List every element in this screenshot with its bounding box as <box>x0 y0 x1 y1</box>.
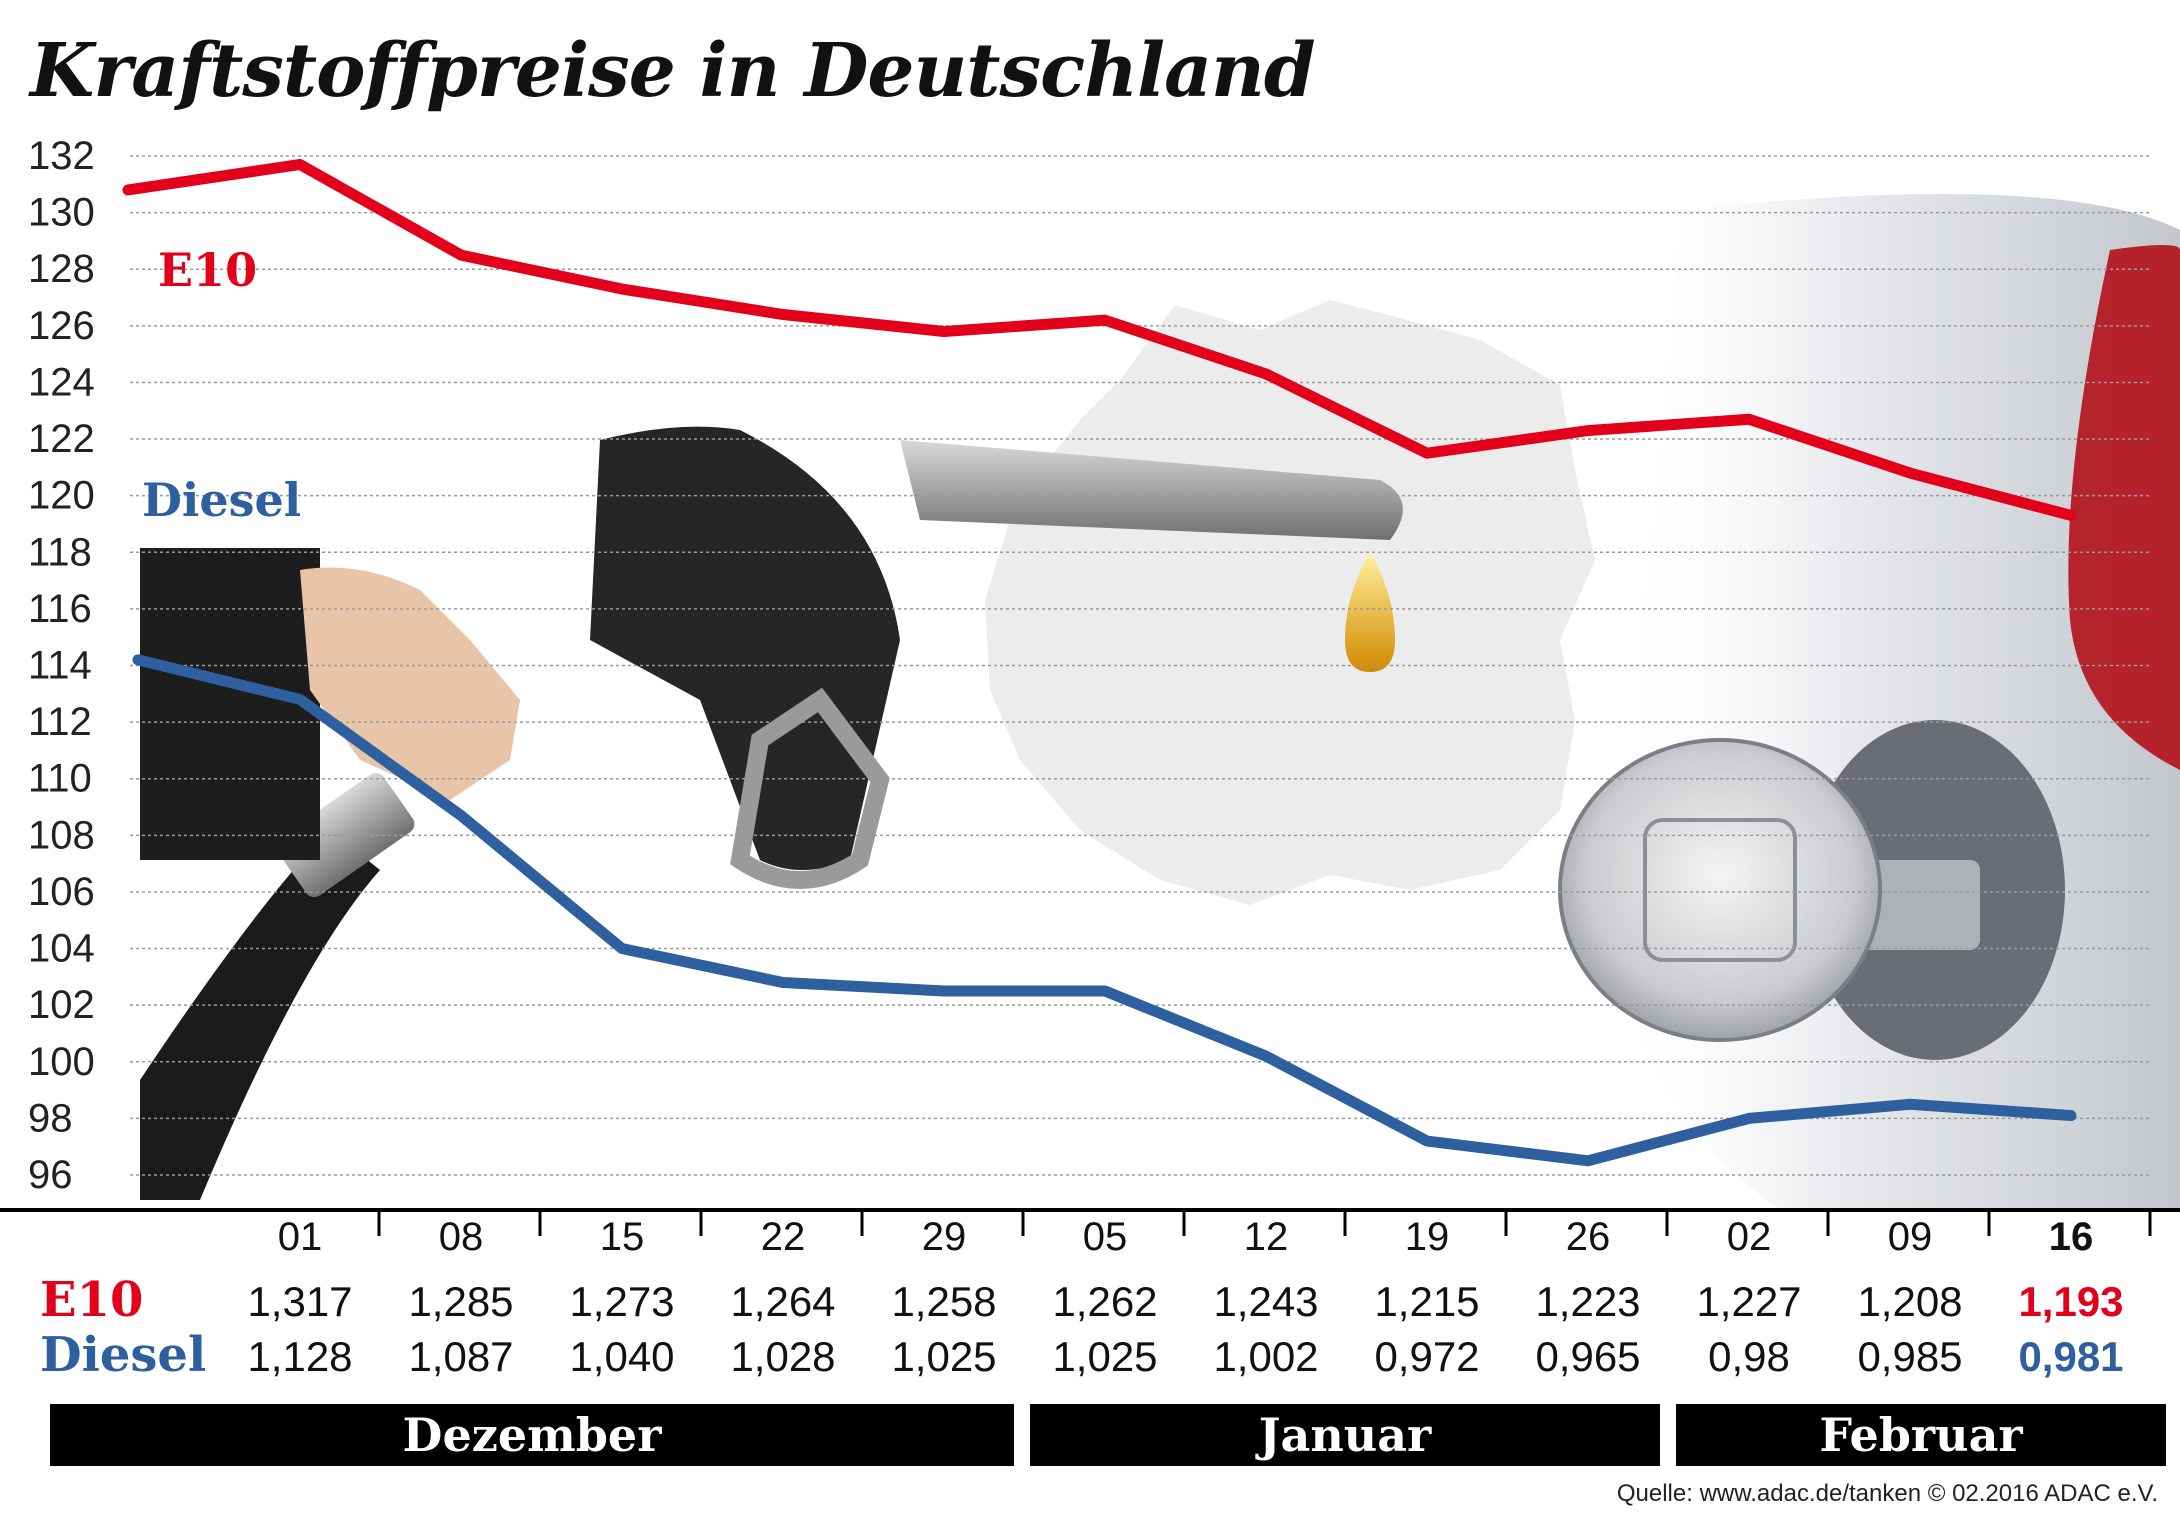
month-bar-januar: Januar <box>1030 1404 1660 1466</box>
y-tick-label: 118 <box>28 530 92 574</box>
y-tick-label: 122 <box>28 417 95 461</box>
series-lines <box>122 158 2077 1167</box>
x-tick-label: 19 <box>1405 1215 1450 1259</box>
table-cell-e10: 1,317 <box>247 1278 352 1325</box>
table-cell-e10: 1,215 <box>1374 1278 1479 1325</box>
y-tick-label: 108 <box>28 813 95 857</box>
x-tick-label: 29 <box>922 1215 967 1259</box>
y-tick-label: 124 <box>28 360 95 404</box>
y-tick-label: 128 <box>28 247 95 291</box>
table-cell-diesel: 1,040 <box>569 1333 674 1380</box>
x-tick-label: 02 <box>1727 1215 1772 1259</box>
x-axis-ticks: 01 08 15 22 29 05 12 19 26 02 09 16 <box>278 1210 2152 1259</box>
y-tick-label: 132 <box>28 134 95 178</box>
x-tick-label: 08 <box>439 1215 484 1259</box>
car-fuel-cap-illustration <box>1558 194 2180 1210</box>
table-cell-diesel: 1,002 <box>1213 1333 1318 1380</box>
table-row-label-diesel: Diesel <box>40 1327 206 1383</box>
legend-label-e10: E10 <box>158 243 257 297</box>
y-tick-label: 104 <box>28 927 95 971</box>
month-bar-februar: Februar <box>1676 1404 2166 1466</box>
table-row-label-e10: E10 <box>40 1272 143 1328</box>
x-tick-label: 22 <box>761 1215 806 1259</box>
y-tick-label: 112 <box>28 700 92 744</box>
y-tick-label: 96 <box>28 1153 73 1197</box>
table-cell-diesel: 1,028 <box>730 1333 835 1380</box>
y-axis-ticks: 132 130 128 126 124 122 120 118 116 114 112 110 108 1… <box>28 134 95 1197</box>
table-cell-diesel: 1,128 <box>247 1333 352 1380</box>
table-cell-e10: 1,193 <box>2018 1278 2123 1325</box>
y-tick-label: 102 <box>28 983 95 1027</box>
y-tick-label: 110 <box>28 757 92 801</box>
fuel-drop-icon <box>1345 552 1395 672</box>
y-tick-label: 116 <box>28 587 92 631</box>
table-cell-e10: 1,227 <box>1696 1278 1801 1325</box>
table-cell-e10: 1,285 <box>408 1278 513 1325</box>
y-tick-label: 130 <box>28 191 95 235</box>
table-cell-diesel: 0,965 <box>1535 1333 1640 1380</box>
chart-title: Kraftstoffpreise in Deutschland <box>30 28 1316 114</box>
table-cell-diesel: 0,972 <box>1374 1333 1479 1380</box>
x-tick-label: 01 <box>278 1215 323 1259</box>
table-cell-e10: 1,258 <box>891 1278 996 1325</box>
x-tick-label: 16 <box>2049 1215 2094 1259</box>
month-bar-dezember: Dezember <box>50 1404 1014 1466</box>
legend: E10 Diesel <box>142 243 301 527</box>
x-tick-label: 26 <box>1566 1215 1611 1259</box>
y-tick-label: 114 <box>28 644 92 688</box>
table-cell-e10: 1,243 <box>1213 1278 1318 1325</box>
table-cell-e10: 1,264 <box>730 1278 835 1325</box>
table-cell-e10: 1,262 <box>1052 1278 1157 1325</box>
price-table: E10 1,317 1,285 1,273 1,264 1,258 1,262 1,243 1,… <box>40 1272 2124 1383</box>
x-tick-label: 12 <box>1244 1215 1289 1259</box>
table-cell-e10: 1,273 <box>569 1278 674 1325</box>
x-tick-label: 05 <box>1083 1215 1128 1259</box>
y-tick-label: 120 <box>28 474 95 518</box>
y-tick-label: 106 <box>28 870 95 914</box>
table-cell-diesel: 0,98 <box>1708 1333 1790 1380</box>
table-cell-diesel: 1,025 <box>1052 1333 1157 1380</box>
y-tick-label: 126 <box>28 304 95 348</box>
legend-label-diesel: Diesel <box>142 473 301 527</box>
table-cell-diesel: 1,025 <box>891 1333 996 1380</box>
x-tick-label: 09 <box>1888 1215 1933 1259</box>
table-cell-diesel: 0,981 <box>2018 1333 2123 1380</box>
y-tick-label: 98 <box>28 1096 73 1140</box>
table-cell-diesel: 1,087 <box>408 1333 513 1380</box>
x-tick-label: 15 <box>600 1215 645 1259</box>
y-tick-label: 100 <box>28 1040 95 1084</box>
table-cell-e10: 1,208 <box>1857 1278 1962 1325</box>
table-cell-diesel: 0,985 <box>1857 1333 1962 1380</box>
table-cell-e10: 1,223 <box>1535 1278 1640 1325</box>
source-note: Quelle: www.adac.de/tanken © 02.2016 ADA… <box>1616 1480 2158 1507</box>
